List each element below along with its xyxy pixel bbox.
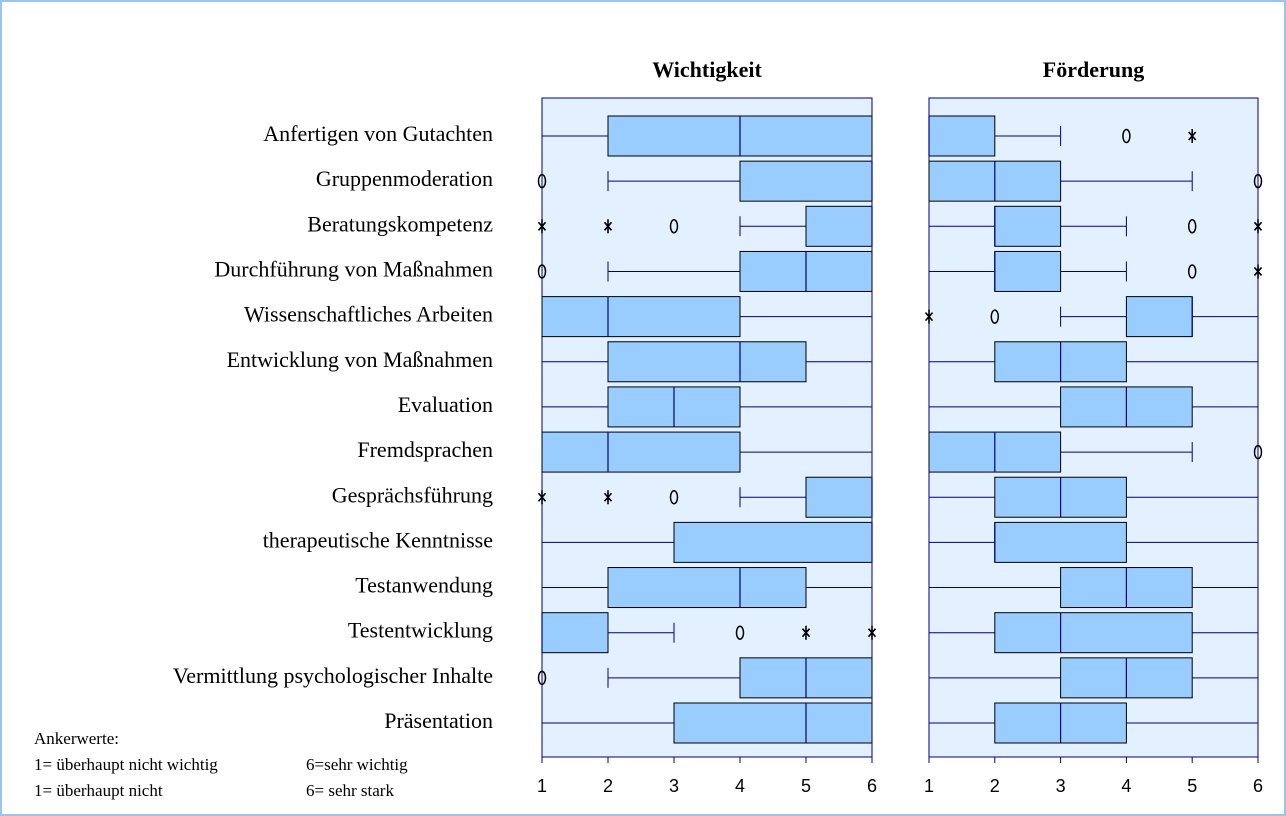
- x-tick-label: 5: [801, 776, 811, 796]
- category-label: Testentwicklung: [348, 618, 493, 643]
- category-label: Gesprächsführung: [332, 482, 493, 507]
- box: [673, 521, 873, 563]
- outlier: [669, 219, 679, 234]
- x-tick-label: 2: [603, 776, 613, 796]
- x-tick-label: 3: [1056, 776, 1066, 796]
- category-label: Vermittlung psychologischer Inhalte: [173, 663, 493, 688]
- x-tick-label: 5: [1187, 776, 1197, 796]
- x-tick-label: 4: [735, 776, 745, 796]
- box: [928, 115, 996, 157]
- outlier: [1187, 264, 1197, 279]
- outlier: [1122, 128, 1131, 144]
- note-heading: Ankerwerte:: [34, 729, 119, 748]
- category-label: Testanwendung: [355, 573, 493, 598]
- extreme: [1253, 264, 1263, 279]
- box: [541, 431, 741, 473]
- box: [607, 567, 807, 609]
- extreme: [1188, 129, 1197, 143]
- extreme: [603, 219, 613, 234]
- category-label: Wissenschaftliches Arbeiten: [244, 302, 493, 327]
- note: 6= sehr stark: [306, 781, 394, 800]
- extreme: [537, 219, 547, 234]
- x-tick-label: 1: [537, 776, 547, 796]
- category-label: Anfertigen von Gutachten: [263, 121, 493, 146]
- note: 1= überhaupt nicht: [34, 781, 163, 800]
- outlier: [669, 489, 679, 505]
- extreme: [924, 309, 934, 324]
- extreme: [603, 490, 613, 505]
- box: [805, 476, 873, 518]
- outlier: [537, 670, 547, 686]
- outlier: [735, 625, 745, 640]
- box: [994, 521, 1127, 563]
- category-label: therapeutische Kenntnisse: [263, 527, 493, 552]
- box: [805, 205, 873, 247]
- extreme: [1253, 219, 1263, 234]
- x-tick-label: 2: [990, 776, 1000, 796]
- outlier: [537, 264, 547, 279]
- note: 1= überhaupt nicht wichtig: [34, 755, 218, 774]
- panel-title: Förderung: [1043, 57, 1144, 82]
- x-tick-label: 6: [1253, 776, 1263, 796]
- box: [994, 612, 1193, 654]
- panel-title: Wichtigkeit: [652, 57, 762, 82]
- box: [541, 612, 609, 654]
- box: [739, 160, 873, 202]
- x-tick-label: 6: [867, 776, 877, 796]
- box: [607, 341, 807, 383]
- box: [994, 205, 1062, 247]
- x-tick-label: 4: [1121, 776, 1131, 796]
- outlier: [537, 173, 547, 189]
- category-label: Präsentation: [384, 708, 493, 733]
- category-label: Gruppenmoderation: [316, 166, 493, 191]
- extreme: [537, 490, 547, 505]
- category-label: Entwicklung von Maßnahmen: [227, 347, 493, 372]
- extreme: [801, 625, 811, 640]
- outlier: [1253, 173, 1263, 189]
- category-label: Fremdsprachen: [357, 437, 493, 462]
- outlier: [990, 309, 1000, 324]
- x-tick-label: 3: [669, 776, 679, 796]
- category-label: Beratungskompetenz: [307, 211, 493, 236]
- box: [541, 296, 741, 338]
- category-label: Durchführung von Maßnahmen: [214, 257, 493, 282]
- category-label: Evaluation: [398, 392, 493, 417]
- extreme: [867, 625, 877, 640]
- outlier: [1187, 219, 1197, 234]
- box: [673, 702, 873, 744]
- box: [994, 250, 1062, 292]
- note: 6=sehr wichtig: [306, 755, 408, 774]
- outlier: [1253, 444, 1263, 460]
- x-tick-label: 1: [924, 776, 934, 796]
- box: [1125, 296, 1193, 338]
